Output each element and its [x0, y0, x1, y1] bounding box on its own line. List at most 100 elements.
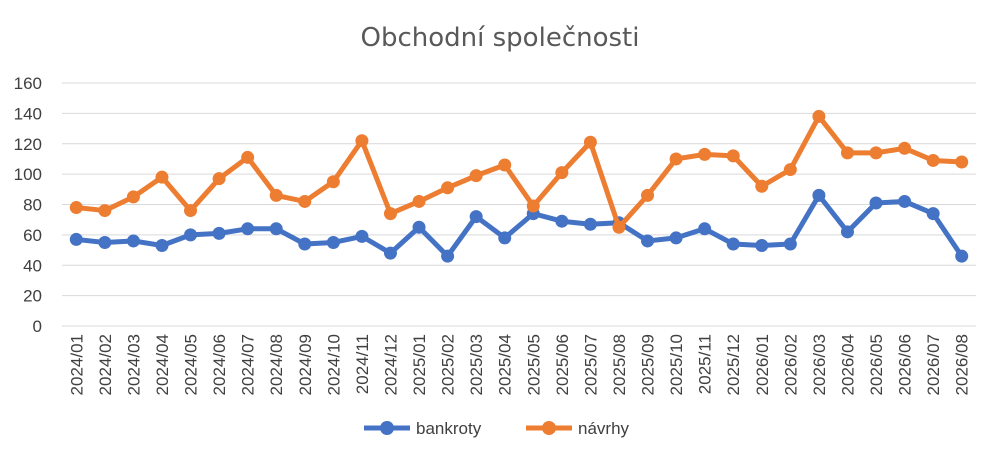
- x-tick-label: 2024/05: [182, 334, 201, 395]
- legend-marker: [542, 421, 556, 435]
- data-point: [155, 239, 169, 253]
- data-point: [526, 199, 540, 213]
- data-point: [98, 235, 112, 249]
- data-point: [412, 194, 426, 208]
- x-tick-label: 2025/01: [410, 334, 429, 395]
- data-point: [184, 204, 198, 218]
- data-point: [641, 234, 655, 248]
- data-point: [955, 249, 969, 263]
- data-point: [840, 225, 854, 239]
- data-point: [212, 226, 226, 240]
- x-tick-label: 2024/11: [353, 334, 372, 394]
- x-tick-label: 2024/04: [153, 334, 172, 395]
- data-point: [498, 158, 512, 172]
- x-tick-label: 2026/01: [753, 334, 772, 395]
- data-point: [583, 217, 597, 231]
- x-tick-label: 2026/03: [810, 334, 829, 395]
- data-point: [583, 135, 597, 149]
- data-point: [840, 146, 854, 160]
- data-point: [212, 172, 226, 186]
- x-tick-label: 2024/12: [381, 334, 400, 395]
- x-tick-label: 2026/04: [838, 334, 857, 395]
- x-tick-label: 2024/07: [239, 334, 258, 395]
- x-tick-label: 2025/04: [496, 334, 515, 395]
- legend-item-1: bankroty: [364, 419, 482, 438]
- data-point: [926, 153, 940, 167]
- data-point: [726, 149, 740, 163]
- data-point: [241, 150, 255, 164]
- x-axis-ticks: 2024/01 2024/02 2024/03 2024/04 2024/05 2024/…: [67, 334, 971, 395]
- data-point: [898, 141, 912, 155]
- x-tick-label: 2025/03: [467, 334, 486, 395]
- x-tick-label: 2026/06: [896, 334, 915, 395]
- x-tick-label: 2024/01: [67, 334, 86, 395]
- data-point: [355, 134, 369, 148]
- data-point: [383, 207, 397, 221]
- data-point: [383, 246, 397, 260]
- data-point: [698, 147, 712, 161]
- x-tick-label: 2024/10: [324, 334, 343, 395]
- data-point: [641, 188, 655, 202]
- chart-title: Obchodní společnosti: [361, 23, 640, 53]
- x-tick-label: 2025/11: [696, 334, 715, 394]
- data-point: [126, 190, 140, 204]
- data-point: [612, 220, 626, 234]
- data-point: [926, 207, 940, 221]
- x-tick-label: 2025/07: [581, 334, 600, 395]
- data-point: [869, 196, 883, 210]
- y-axis-ticks: 0 20 40 60 80 100 120 140 160: [14, 74, 42, 336]
- data-point: [469, 169, 483, 183]
- legend-label: návrhy: [578, 419, 630, 438]
- data-point: [69, 232, 83, 246]
- y-tick-label: 160: [14, 74, 42, 93]
- x-tick-label: 2025/10: [667, 334, 686, 395]
- data-point: [698, 222, 712, 236]
- series-2: [69, 109, 969, 234]
- data-point: [669, 231, 683, 245]
- x-tick-label: 2024/09: [296, 334, 315, 395]
- y-tick-label: 40: [23, 256, 42, 275]
- x-tick-label: 2026/08: [953, 334, 972, 395]
- x-tick-label: 2026/07: [924, 334, 943, 395]
- y-tick-label: 60: [23, 226, 42, 245]
- y-tick-label: 140: [14, 104, 42, 123]
- data-point: [355, 229, 369, 243]
- data-point: [812, 188, 826, 202]
- data-point: [555, 166, 569, 180]
- data-point: [869, 146, 883, 160]
- data-point: [783, 237, 797, 251]
- data-point: [955, 155, 969, 169]
- data-point: [555, 214, 569, 228]
- data-point: [155, 170, 169, 184]
- data-point: [783, 163, 797, 177]
- x-tick-label: 2025/08: [610, 334, 629, 395]
- data-point: [269, 222, 283, 236]
- data-point: [812, 109, 826, 123]
- x-tick-label: 2026/05: [867, 334, 886, 395]
- data-point: [441, 249, 455, 263]
- series-1: [69, 188, 969, 263]
- x-tick-label: 2024/06: [210, 334, 229, 395]
- data-point: [269, 188, 283, 202]
- legend-marker: [380, 421, 394, 435]
- y-tick-label: 100: [14, 165, 42, 184]
- x-tick-label: 2024/08: [267, 334, 286, 395]
- data-point: [469, 210, 483, 224]
- legend-item-2: návrhy: [526, 419, 630, 438]
- data-point: [326, 235, 340, 249]
- x-tick-label: 2024/03: [124, 334, 143, 395]
- y-tick-label: 0: [33, 317, 42, 336]
- x-tick-label: 2025/05: [524, 334, 543, 395]
- data-point: [498, 231, 512, 245]
- legend: bankroty návrhy: [364, 419, 630, 438]
- x-tick-label: 2025/09: [639, 334, 658, 395]
- data-point: [898, 194, 912, 208]
- y-tick-label: 80: [23, 196, 42, 215]
- x-tick-label: 2026/02: [781, 334, 800, 395]
- data-point: [441, 181, 455, 195]
- x-tick-label: 2024/02: [96, 334, 115, 395]
- y-tick-label: 20: [23, 287, 42, 306]
- data-point: [669, 152, 683, 166]
- data-point: [298, 194, 312, 208]
